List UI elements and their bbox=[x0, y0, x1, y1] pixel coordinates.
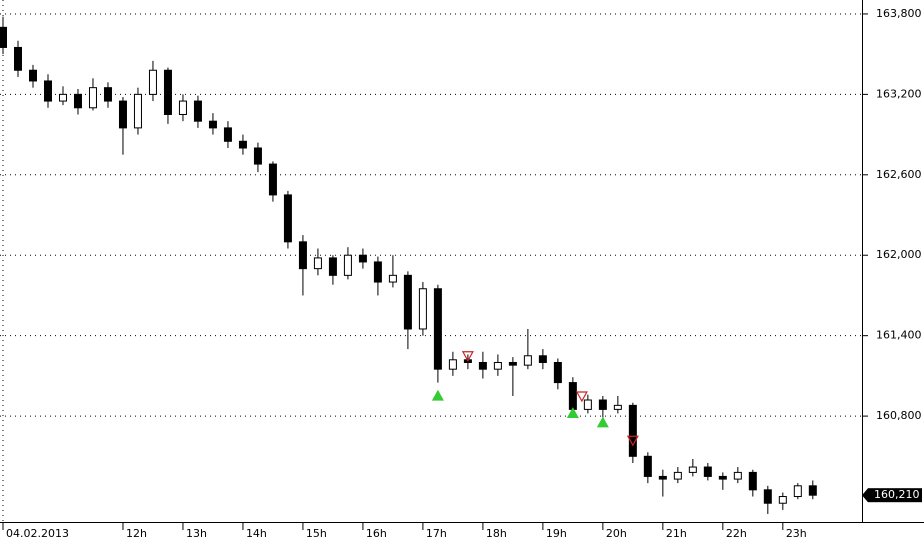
candle-body bbox=[88, 87, 97, 109]
candle-body bbox=[133, 93, 142, 129]
candle-body bbox=[118, 100, 127, 129]
candle-body bbox=[283, 194, 292, 243]
candle-body bbox=[598, 399, 607, 410]
candle-body bbox=[343, 254, 352, 276]
last-price-pointer bbox=[862, 488, 868, 503]
x-tick-label: 21h bbox=[666, 527, 687, 540]
candle-body bbox=[478, 361, 487, 370]
sell-signal bbox=[461, 351, 474, 363]
candle-body bbox=[508, 361, 517, 366]
candle-body bbox=[553, 361, 562, 384]
candle-body bbox=[223, 127, 232, 142]
candle-body bbox=[733, 471, 742, 480]
y-tick-label: 160,800 bbox=[876, 409, 922, 422]
candle-body bbox=[58, 93, 67, 102]
candle-body bbox=[538, 355, 547, 363]
candle-body bbox=[208, 120, 217, 129]
candle-body bbox=[238, 140, 247, 149]
buy-signal bbox=[431, 389, 444, 401]
candle-body bbox=[643, 455, 652, 477]
candle-body bbox=[763, 489, 772, 504]
x-tick-label: 18h bbox=[486, 527, 507, 540]
candle-body bbox=[313, 257, 322, 270]
candle-body bbox=[28, 69, 37, 82]
x-tick-label: 12h bbox=[126, 527, 147, 540]
buy-signal bbox=[596, 416, 609, 428]
x-tick-label: 20h bbox=[606, 527, 627, 540]
candle-body bbox=[493, 361, 502, 370]
candle-body bbox=[718, 475, 727, 480]
candle-body bbox=[73, 93, 82, 109]
candle-body bbox=[703, 466, 712, 477]
x-tick-label: 16h bbox=[366, 527, 387, 540]
x-tick-label: 15h bbox=[306, 527, 327, 540]
candle-body bbox=[0, 26, 7, 48]
candle-body bbox=[433, 288, 442, 370]
candle-body bbox=[178, 100, 187, 115]
candle-body bbox=[673, 471, 682, 480]
candle-body bbox=[583, 399, 592, 410]
candle-body bbox=[373, 261, 382, 283]
y-tick-label: 161,400 bbox=[876, 329, 922, 342]
x-tick-label: 17h bbox=[426, 527, 447, 540]
x-tick-label: 13h bbox=[186, 527, 207, 540]
candle-body bbox=[388, 274, 397, 283]
x-tick-label: 19h bbox=[546, 527, 567, 540]
candle-body bbox=[163, 69, 172, 115]
y-tick-label: 163,200 bbox=[876, 87, 922, 100]
candle-body bbox=[193, 100, 202, 122]
candle-body bbox=[613, 404, 622, 410]
candle-body bbox=[658, 475, 667, 480]
candle-body bbox=[418, 288, 427, 330]
sell-signal bbox=[575, 391, 588, 403]
candle-body bbox=[448, 359, 457, 370]
x-tick-label: 04.02.2013 bbox=[6, 527, 69, 540]
candle-body bbox=[778, 496, 787, 504]
x-tick-label: 23h bbox=[786, 527, 807, 540]
candle-body bbox=[253, 147, 262, 165]
x-tick-label: 22h bbox=[726, 527, 747, 540]
candle-body bbox=[808, 485, 817, 496]
candle-body bbox=[148, 69, 157, 95]
candle-body bbox=[358, 254, 367, 263]
candle-body bbox=[628, 404, 637, 457]
candle-body bbox=[328, 257, 337, 276]
last-price-box bbox=[868, 488, 922, 503]
sell-signal bbox=[626, 435, 639, 447]
buy-signal bbox=[566, 407, 579, 419]
y-tick-label: 162,000 bbox=[876, 248, 922, 261]
y-tick-label: 162,600 bbox=[876, 168, 922, 181]
candle-body bbox=[748, 471, 757, 491]
y-tick-label: 163,800 bbox=[876, 7, 922, 20]
candle-body bbox=[298, 241, 307, 270]
last-price-label: 160,210 bbox=[874, 488, 920, 501]
candle-body bbox=[403, 274, 412, 330]
candle-body bbox=[793, 485, 802, 498]
candle-body bbox=[268, 163, 277, 196]
candle-body bbox=[103, 87, 112, 102]
candle-body bbox=[13, 46, 22, 71]
candle-body bbox=[523, 355, 532, 366]
x-tick-label: 14h bbox=[246, 527, 267, 540]
candle-body bbox=[568, 382, 577, 410]
candle-body bbox=[43, 80, 52, 102]
candle-body bbox=[688, 466, 697, 473]
